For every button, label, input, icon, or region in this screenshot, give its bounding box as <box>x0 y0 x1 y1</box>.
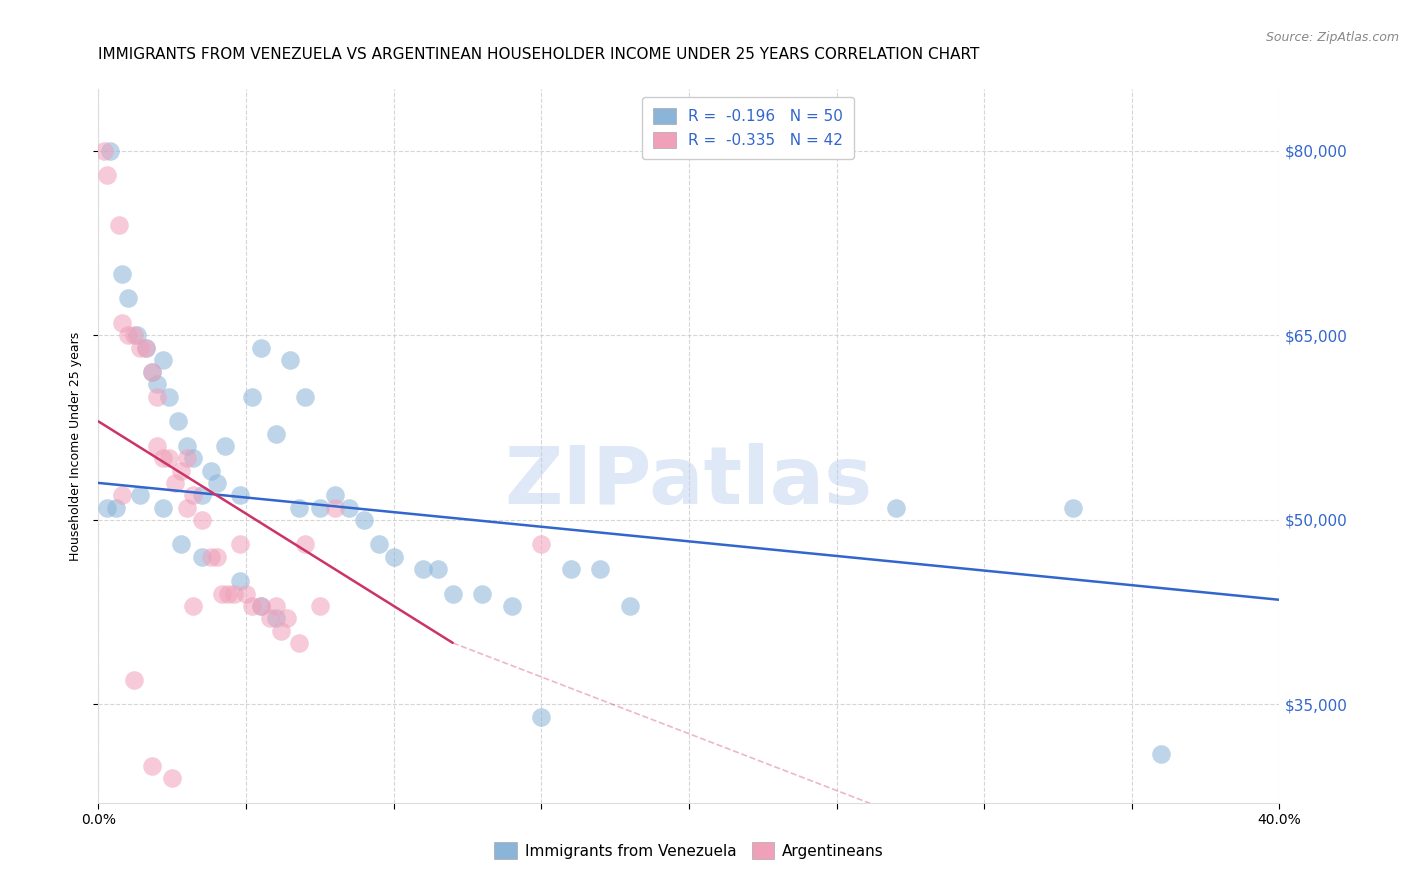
Point <box>191 549 214 564</box>
Point <box>200 464 222 478</box>
Point <box>412 562 434 576</box>
Text: ZIPatlas: ZIPatlas <box>505 442 873 521</box>
Point <box>105 500 128 515</box>
Point <box>117 328 139 343</box>
Point <box>111 267 134 281</box>
Point <box>125 328 148 343</box>
Point <box>111 488 134 502</box>
Point <box>96 500 118 515</box>
Point <box>264 426 287 441</box>
Point <box>146 390 169 404</box>
Point <box>1062 500 1084 515</box>
Point <box>427 562 450 576</box>
Point <box>560 562 582 576</box>
Point <box>250 599 273 613</box>
Point <box>141 365 163 379</box>
Text: IMMIGRANTS FROM VENEZUELA VS ARGENTINEAN HOUSEHOLDER INCOME UNDER 25 YEARS CORRE: IMMIGRANTS FROM VENEZUELA VS ARGENTINEAN… <box>98 47 980 62</box>
Point <box>111 316 134 330</box>
Point <box>200 549 222 564</box>
Point <box>309 599 332 613</box>
Point <box>141 759 163 773</box>
Point <box>191 513 214 527</box>
Point <box>264 611 287 625</box>
Point <box>240 390 263 404</box>
Point <box>181 488 204 502</box>
Point <box>141 365 163 379</box>
Point <box>229 488 252 502</box>
Point <box>170 464 193 478</box>
Point <box>288 636 311 650</box>
Point <box>108 218 131 232</box>
Point <box>353 513 375 527</box>
Point <box>1150 747 1173 761</box>
Point <box>93 144 115 158</box>
Point <box>191 488 214 502</box>
Point <box>205 475 228 490</box>
Point <box>276 611 298 625</box>
Point <box>146 439 169 453</box>
Point <box>152 451 174 466</box>
Point <box>471 587 494 601</box>
Legend: Immigrants from Venezuela, Argentineans: Immigrants from Venezuela, Argentineans <box>486 835 891 866</box>
Point <box>176 451 198 466</box>
Point <box>240 599 263 613</box>
Y-axis label: Householder Income Under 25 years: Householder Income Under 25 years <box>69 331 83 561</box>
Text: Source: ZipAtlas.com: Source: ZipAtlas.com <box>1265 31 1399 45</box>
Point <box>152 352 174 367</box>
Point <box>157 451 180 466</box>
Point <box>250 341 273 355</box>
Point <box>619 599 641 613</box>
Point <box>589 562 612 576</box>
Point <box>309 500 332 515</box>
Point <box>152 500 174 515</box>
Point <box>165 475 187 490</box>
Point <box>382 549 405 564</box>
Point <box>278 352 302 367</box>
Point <box>176 439 198 453</box>
Point <box>224 587 246 601</box>
Point <box>135 341 157 355</box>
Point <box>162 771 183 785</box>
Point <box>250 599 273 613</box>
Point <box>98 144 121 158</box>
Point <box>259 611 281 625</box>
Point <box>181 451 204 466</box>
Point <box>323 500 346 515</box>
Point <box>146 377 169 392</box>
Point <box>214 439 236 453</box>
Point <box>294 537 316 551</box>
Point <box>217 587 239 601</box>
Point <box>339 500 360 515</box>
Point <box>167 414 190 428</box>
Point <box>530 709 553 723</box>
Point <box>501 599 523 613</box>
Point <box>229 537 252 551</box>
Point <box>122 673 145 687</box>
Point <box>235 587 257 601</box>
Point <box>170 537 193 551</box>
Point <box>157 390 180 404</box>
Point <box>128 341 150 355</box>
Point <box>135 341 157 355</box>
Point <box>323 488 346 502</box>
Point <box>530 537 553 551</box>
Point <box>211 587 233 601</box>
Point <box>117 291 139 305</box>
Point <box>176 500 198 515</box>
Point <box>294 390 316 404</box>
Point <box>128 488 150 502</box>
Point <box>122 328 145 343</box>
Point <box>181 599 204 613</box>
Point <box>205 549 228 564</box>
Point <box>368 537 391 551</box>
Point <box>441 587 464 601</box>
Point <box>229 574 252 589</box>
Point <box>270 624 292 638</box>
Point <box>264 599 287 613</box>
Point <box>96 169 118 183</box>
Point <box>288 500 311 515</box>
Point <box>884 500 907 515</box>
